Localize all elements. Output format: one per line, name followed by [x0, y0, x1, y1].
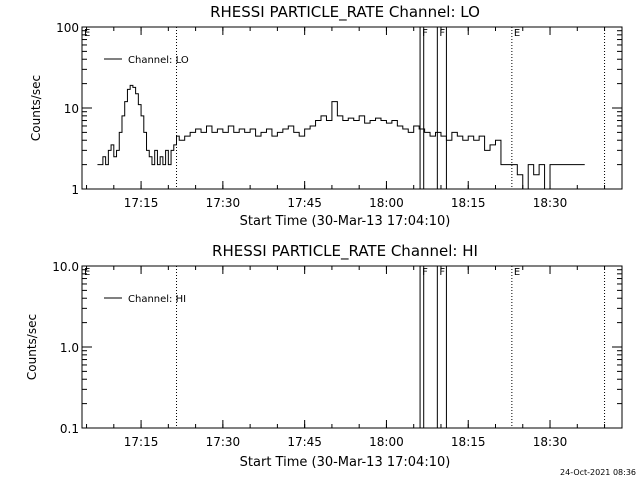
y-tick-label-lo-0: 1 [71, 183, 79, 197]
y-tick-label-hi-0: 0.1 [60, 422, 79, 436]
series-line-lo [97, 84, 585, 190]
x-tick-label-lo-2: 17:45 [287, 196, 322, 210]
x-tick-label-lo-1: 17:30 [206, 196, 241, 210]
x-tick-label-lo-5: 18:30 [533, 196, 568, 210]
footer-date: 24-Oct-2021 08:36 [560, 468, 636, 477]
x-tick-label-lo-4: 18:15 [451, 196, 486, 210]
y-axis-label-lo: Counts/sec [29, 75, 43, 141]
y-tick-label-hi-1: 1.0 [60, 341, 79, 355]
y-axis-ticks-lo: 1 10 100 [56, 21, 622, 197]
x-tick-label-hi-1: 17:30 [206, 435, 241, 449]
x-tick-label-hi-2: 17:45 [287, 435, 322, 449]
plot-frame-hi [81, 265, 623, 429]
y-axis-ticks-hi: 0.1 1.0 10.0 [52, 260, 622, 436]
legend-label-lo: Channel: LO [128, 55, 189, 66]
x-axis-label-hi: Start Time (30-Mar-13 17:04:10) [240, 455, 451, 470]
event-label-lo-4: E [514, 28, 520, 39]
x-tick-label-hi-4: 18:15 [451, 435, 486, 449]
y-tick-label-lo-1: 10 [64, 102, 79, 116]
x-tick-label-hi-5: 18:30 [533, 435, 568, 449]
event-label-lo-0: E [84, 28, 90, 39]
y-tick-label-hi-2: 10.0 [52, 260, 79, 274]
event-label-lo-2: F [422, 28, 428, 39]
event-label-hi-0: E [84, 267, 90, 278]
x-axis-ticks-hi: 17:15 17:30 17:45 18:00 18:15 18:30 [86, 266, 606, 449]
event-label-hi-2: F [422, 267, 428, 278]
x-axis-ticks-lo: 17:15 17:30 17:45 18:00 18:15 18:30 [86, 27, 606, 210]
y-axis-label-hi: Counts/sec [25, 314, 39, 380]
event-label-hi-3: F [439, 267, 445, 278]
event-label-hi-4: E [514, 267, 520, 278]
chart-title-lo: RHESSI PARTICLE_RATE Channel: LO [210, 3, 480, 22]
x-tick-label-hi-0: 17:15 [124, 435, 159, 449]
chart-title-hi: RHESSI PARTICLE_RATE Channel: HI [212, 242, 478, 261]
event-label-lo-3: F [439, 28, 445, 39]
x-tick-label-lo-0: 17:15 [124, 196, 159, 210]
x-tick-label-hi-3: 18:00 [369, 435, 404, 449]
legend-label-hi: Channel: HI [128, 294, 186, 305]
x-tick-label-lo-3: 18:00 [369, 196, 404, 210]
y-tick-label-lo-2: 100 [56, 21, 79, 35]
x-axis-label-lo: Start Time (30-Mar-13 17:04:10) [240, 214, 451, 229]
